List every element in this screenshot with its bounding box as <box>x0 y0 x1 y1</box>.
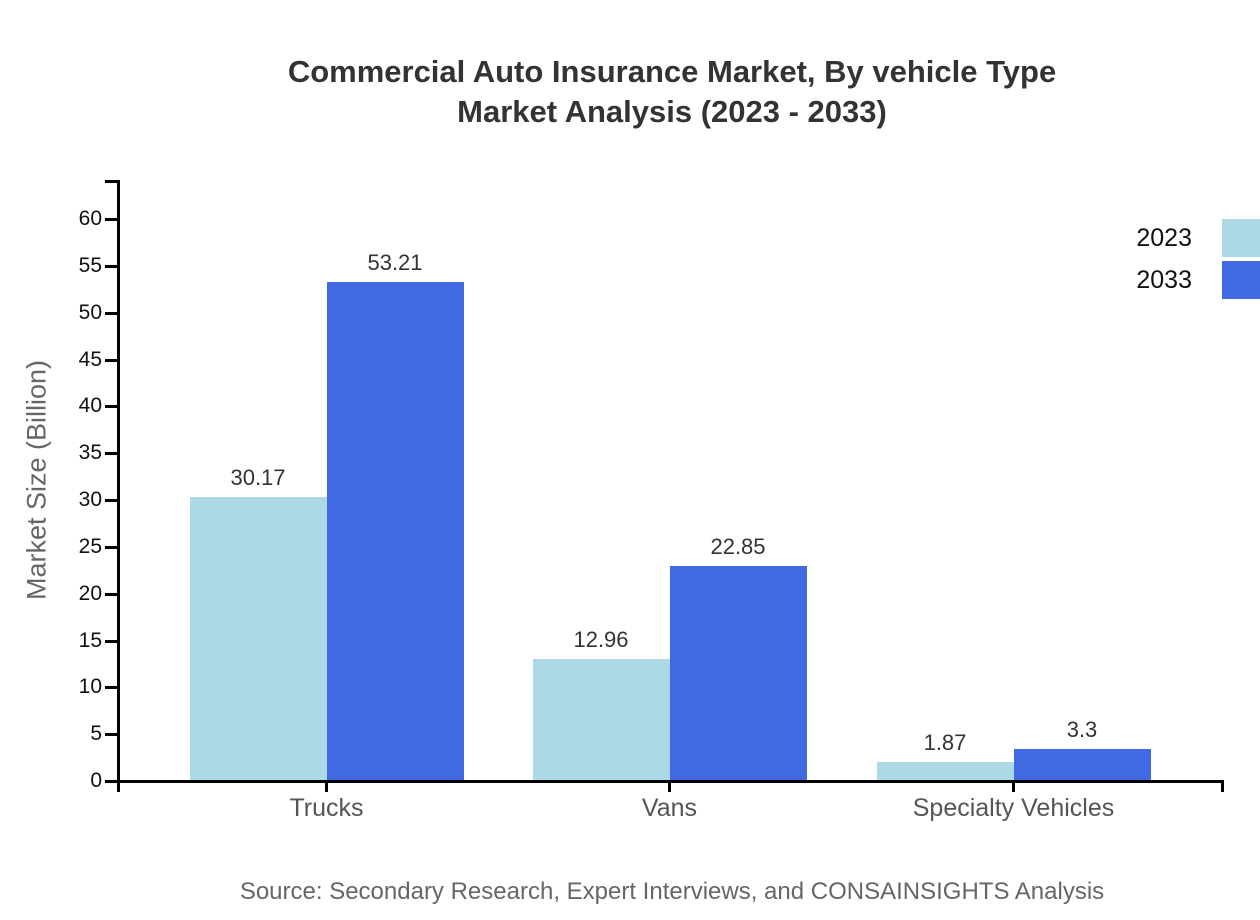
y-tick-mark <box>105 499 117 502</box>
x-tick-mark <box>668 780 671 792</box>
legend-swatch <box>1222 261 1260 299</box>
x-category-label: Vans <box>641 794 698 822</box>
y-tick-mark <box>105 264 117 268</box>
y-tick-label: 10 <box>78 675 102 699</box>
y-tick-mark <box>105 592 117 596</box>
y-tick-mark <box>105 686 117 690</box>
y-tick-mark <box>105 405 117 409</box>
chart-title-line1: Commercial Auto Insurance Market, By veh… <box>287 54 1057 89</box>
bar-2033-vans <box>669 566 807 780</box>
bar-value-label: 53.21 <box>367 250 423 275</box>
y-tick-label: 60 <box>78 207 102 230</box>
bar-value-label: 1.87 <box>923 730 967 755</box>
chart-title-line2: Market Analysis (2023 - 2033) <box>457 94 887 129</box>
chart-title: Commercial Auto Insurance Market, By veh… <box>120 52 1224 132</box>
y-tick-label: 15 <box>78 628 102 652</box>
y-tick-mark <box>105 639 117 643</box>
bar-value-label: 30.17 <box>230 465 286 490</box>
bar-2023-vans <box>532 659 670 780</box>
y-tick-label: 25 <box>78 534 102 558</box>
bar-2033-trucks <box>326 282 464 780</box>
y-tick-label: 40 <box>78 394 102 418</box>
x-tick-mark <box>1012 780 1015 792</box>
legend-label: 2023 <box>1136 224 1192 252</box>
bar-value-label: 22.85 <box>710 534 766 559</box>
y-axis-line <box>117 180 120 783</box>
bar-value-label: 3.3 <box>1066 717 1098 742</box>
source-note: Source: Secondary Research, Expert Inter… <box>239 878 1105 905</box>
y-tick-mark <box>105 545 117 549</box>
y-tick-label: 45 <box>78 347 102 371</box>
y-tick-mark <box>105 733 117 737</box>
y-tick-label: 5 <box>90 722 102 746</box>
y-tick-mark <box>105 311 117 315</box>
bar-2023-trucks <box>189 497 327 780</box>
legend-label: 2033 <box>1136 266 1192 294</box>
y-tick-label: 20 <box>78 581 102 605</box>
y-tick-mark <box>105 452 117 456</box>
x-axis-left-endcap-tick <box>117 780 120 792</box>
bar-value-label: 12.96 <box>573 627 629 652</box>
x-category-label: Specialty Vehicles <box>912 794 1115 822</box>
y-tick-mark <box>105 780 117 783</box>
x-tick-mark <box>325 780 328 792</box>
y-tick-mark <box>105 218 117 221</box>
bar-2033-specialty-vehicles <box>1013 749 1151 780</box>
legend-swatch <box>1222 219 1260 257</box>
y-tick-label: 55 <box>78 253 102 277</box>
y-tick-label: 0 <box>90 769 102 792</box>
y-tick-label: 50 <box>78 300 102 324</box>
y-axis-endcap-tick <box>105 180 117 183</box>
bar-2023-specialty-vehicles <box>876 762 1014 780</box>
x-category-label: Trucks <box>289 794 364 822</box>
x-axis-right-endcap-tick <box>1221 780 1224 792</box>
y-tick-mark <box>105 358 117 362</box>
y-tick-label: 35 <box>78 441 102 465</box>
y-tick-label: 30 <box>78 488 102 511</box>
